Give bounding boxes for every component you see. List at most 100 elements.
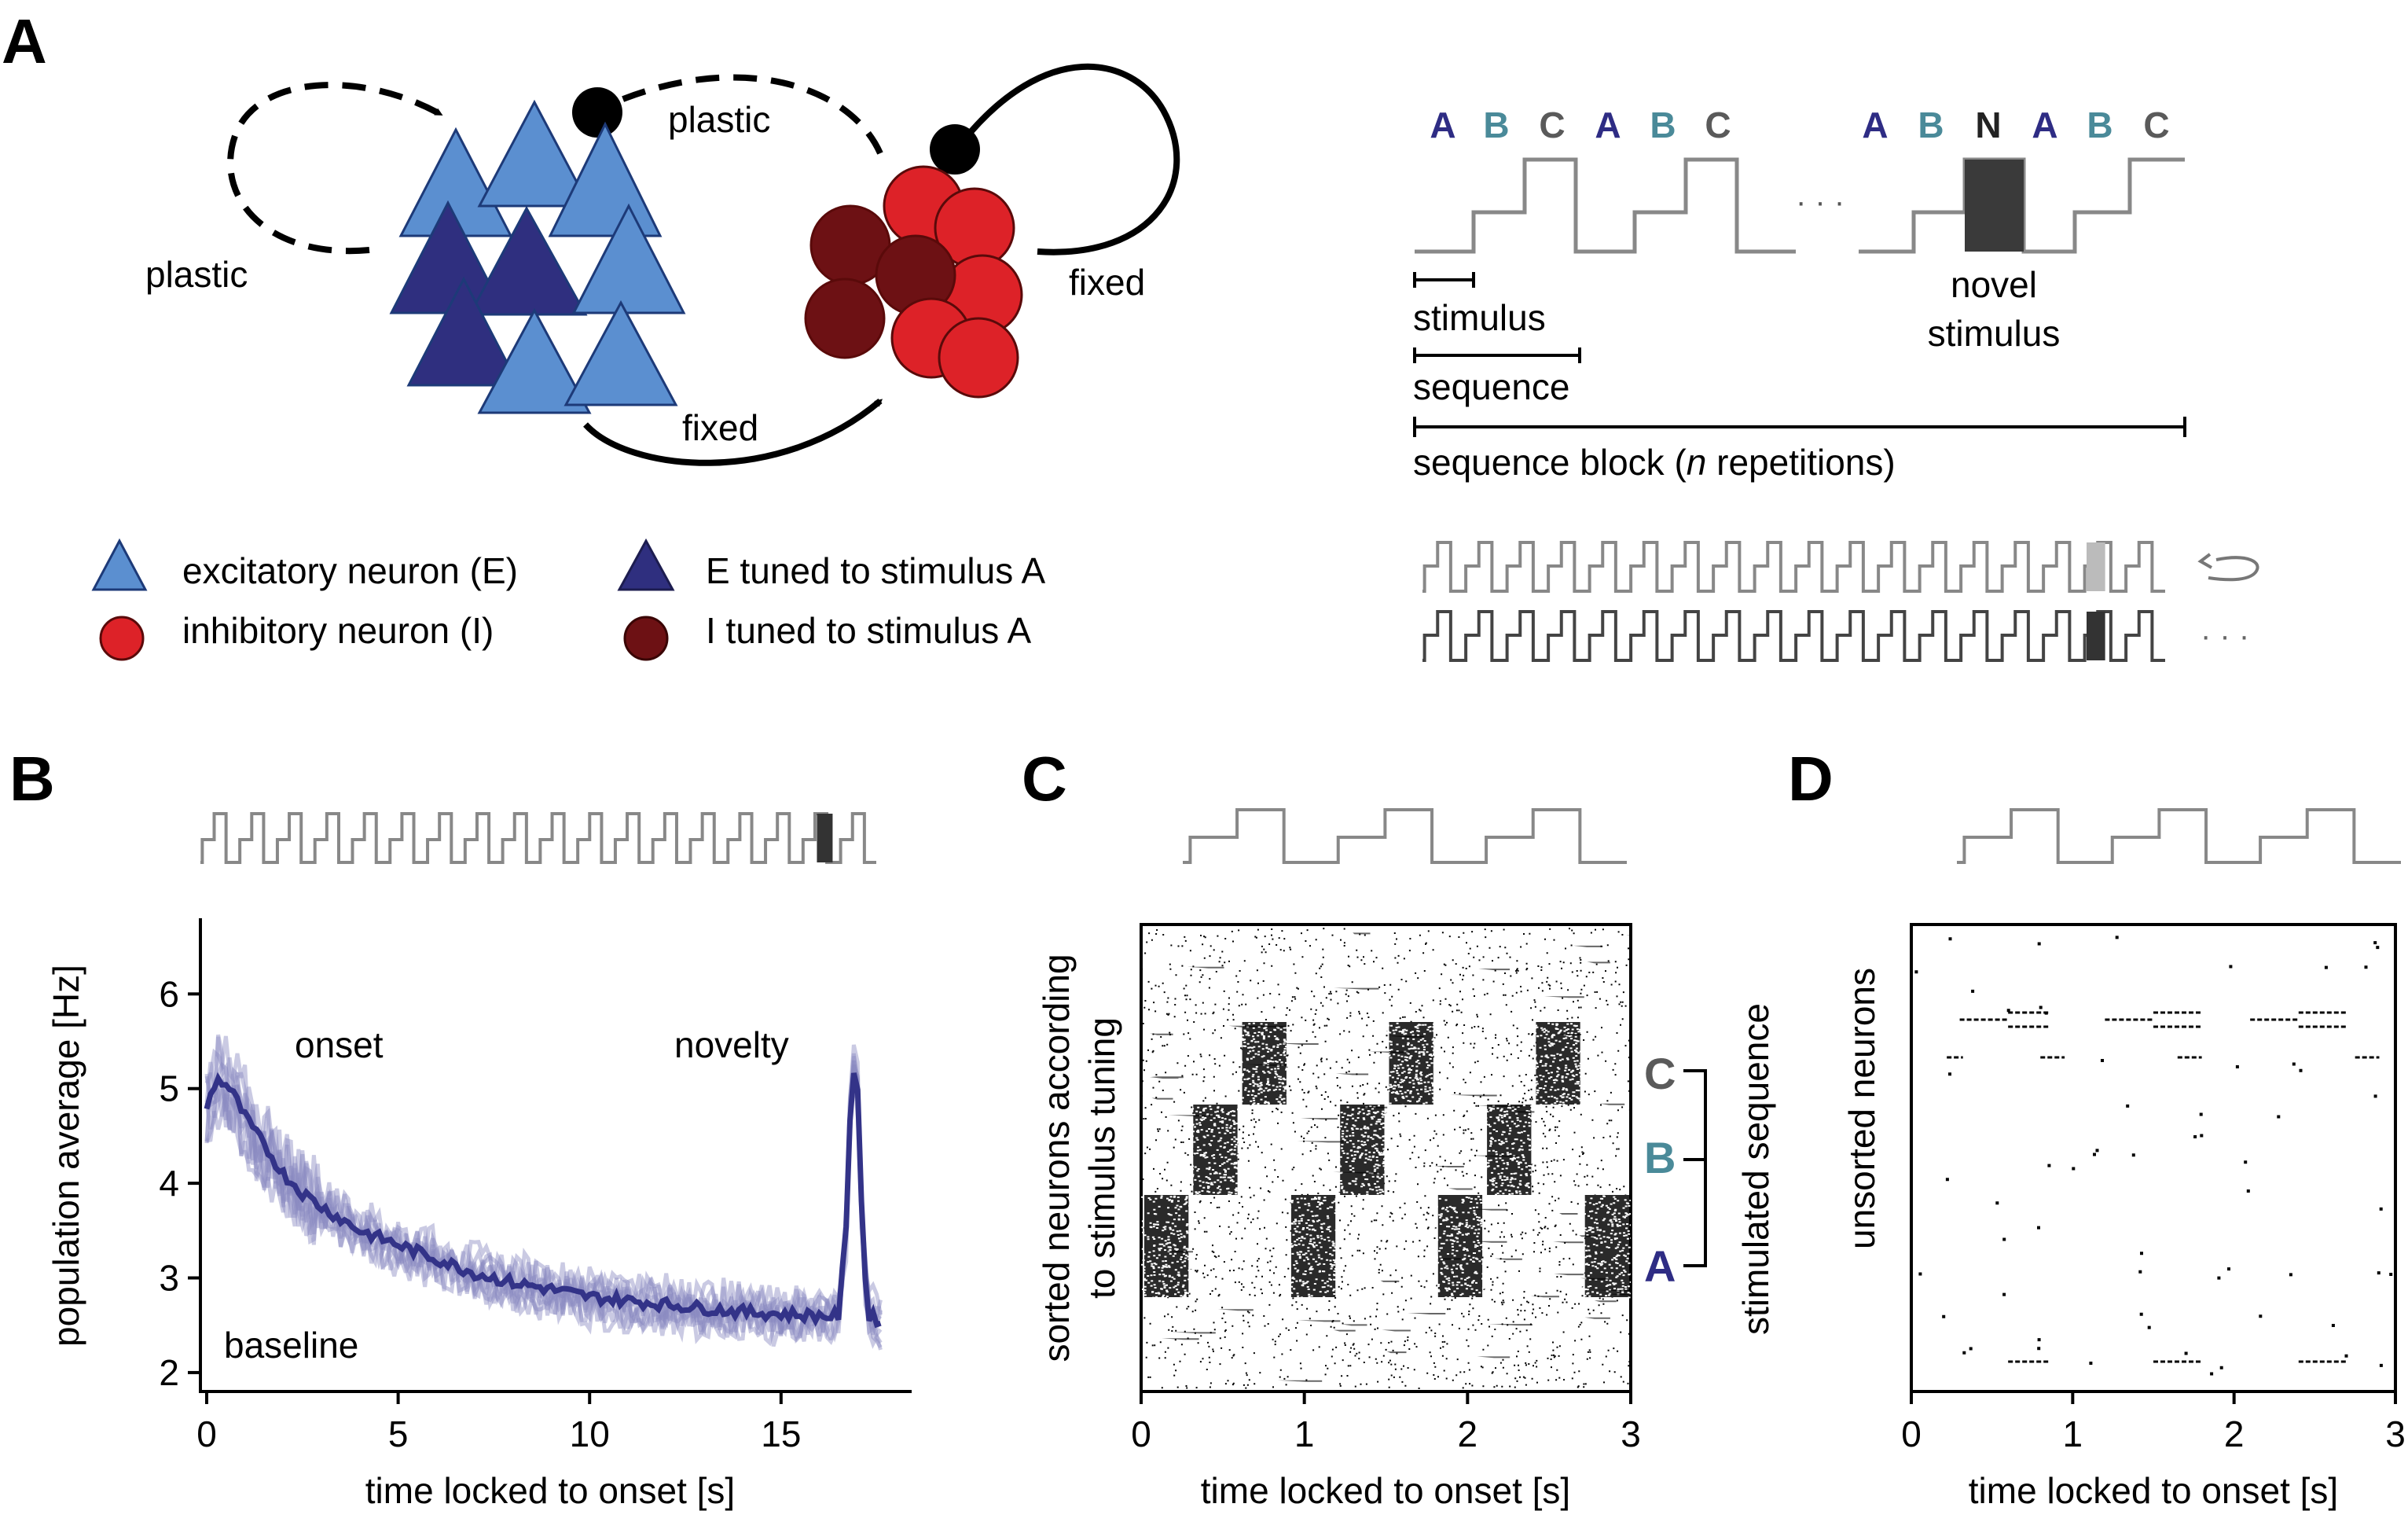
stimC-path <box>1183 808 1627 864</box>
protocol-letter: A <box>2032 105 2057 145</box>
c-raster-gaps <box>1533 1022 1584 1106</box>
c-background-spikes <box>1141 928 1631 1389</box>
b-ytick-label: 2 <box>159 1352 179 1393</box>
novel-label-line1: novel <box>1951 264 2037 305</box>
baseline-label: baseline <box>224 1325 358 1366</box>
excitatory-triangles <box>389 99 686 414</box>
panel-label-d: D <box>1788 744 1834 814</box>
protocol-letter: B <box>2087 105 2113 145</box>
protocol-letter: C <box>1539 105 1565 145</box>
b-mean-trace <box>204 1072 882 1329</box>
legend-inhibitory-label: inhibitory neuron (I) <box>182 610 494 651</box>
c-raster-gaps <box>1190 1105 1242 1197</box>
panel-b-novel-marker <box>817 814 833 862</box>
network-legend: excitatory neuron (E) E tuned to stimulu… <box>91 538 1045 661</box>
panel-label-b: B <box>9 744 55 814</box>
b-ytick-label: 6 <box>159 973 179 1014</box>
protocol-letter: B <box>1650 105 1676 145</box>
legend-i-tuned-label: I tuned to stimulus A <box>706 610 1032 651</box>
block-bracket <box>1413 417 2186 437</box>
xtick-label: 2 <box>2224 1414 2245 1454</box>
stimulus-bracket-label: stimulus <box>1413 297 1546 338</box>
legend-excitatory-label: excitatory neuron (E) <box>182 550 518 591</box>
c-raster-gaps <box>1141 1195 1193 1299</box>
c-raster-gaps <box>1337 1105 1389 1197</box>
protocol-step-trace <box>1415 157 1796 254</box>
c-raster-gaps <box>1288 1197 1339 1299</box>
panel-d-xlabel: time locked to onset [s] <box>1969 1470 2338 1511</box>
c-raster-gaps <box>1239 1022 1290 1105</box>
legend-e-tuned-icon <box>617 538 675 591</box>
panel-b-stimulus-trace <box>200 812 876 864</box>
fixed-e-to-i <box>583 398 883 466</box>
fixed-label-bottom: fixed <box>682 407 758 448</box>
stimulated-sequence-label: stimulated sequence <box>1735 1003 1776 1335</box>
panel-c-xticks: 0 1 2 3 <box>1131 1391 1641 1454</box>
repeat-trace-2-path <box>1422 610 2165 662</box>
panel-d-xticks: 0 1 2 3 <box>1901 1391 2406 1454</box>
sequence-bracket-c <box>1683 1069 1707 1267</box>
fixed-i-self-loop <box>960 63 1180 256</box>
panel-b-traces <box>204 1034 883 1351</box>
repeat-trace-1-path <box>1422 541 2165 593</box>
c-raster-block <box>1536 1022 1580 1105</box>
protocol-letter: C <box>2143 105 2169 145</box>
inhibitory-circles <box>804 165 1023 399</box>
panel-label-c: C <box>1022 744 1067 814</box>
inhibitory-synapse-e <box>572 87 622 138</box>
xtick-label: 3 <box>1621 1414 1641 1454</box>
protocol-ellipsis: · · · <box>1796 185 1845 219</box>
xtick-label: 3 <box>2385 1414 2406 1454</box>
c-raster-gaps <box>1386 1022 1437 1106</box>
onset-label: onset <box>295 1024 384 1065</box>
inhibitory-synapse-i <box>930 124 980 175</box>
panel-c-xlabel: time locked to onset [s] <box>1201 1470 1570 1511</box>
block-bracket-label: sequence block (n repetitions) <box>1413 442 1896 483</box>
repeat-trace-1 <box>1422 541 2165 593</box>
panel-c-raster <box>1141 928 1631 1389</box>
xtick-label: 1 <box>1294 1414 1315 1454</box>
seq-letter-b: B <box>1644 1133 1676 1182</box>
repeat-trace-2 <box>1422 610 2165 662</box>
c-raster-gaps <box>1581 1195 1631 1299</box>
c-raster-gaps <box>1484 1105 1536 1197</box>
sequence-bracket-label: sequence <box>1413 366 1570 407</box>
novelty-label: novelty <box>674 1024 789 1065</box>
b-trial-trace <box>204 1036 881 1340</box>
sequence-letters: C B A <box>1644 1049 1707 1291</box>
novel-label-line2: stimulus <box>1928 313 2061 354</box>
b-trial-trace <box>204 1064 883 1349</box>
protocol-letter: A <box>1862 105 1888 145</box>
b-xtick-label: 15 <box>761 1414 801 1454</box>
b-xtick-label: 10 <box>570 1414 610 1454</box>
protocol-letter: B <box>1483 105 1509 145</box>
novel-stimulus-block <box>1965 160 2024 252</box>
network-diagram: plastic plastic fixed fixed <box>145 63 1180 466</box>
plastic-label-top: plastic <box>668 99 770 140</box>
xtick-label: 0 <box>1901 1414 1922 1454</box>
c-raster-block <box>1144 1195 1189 1297</box>
protocol-letter: N <box>1975 105 2001 145</box>
b-ytick-label: 3 <box>159 1258 179 1299</box>
repeat-2-marker <box>2087 612 2105 660</box>
legend-e-tuned-label: E tuned to stimulus A <box>706 550 1045 591</box>
stimulus-bracket <box>1413 272 1475 288</box>
b-xtick-label: 0 <box>196 1414 217 1454</box>
panel-b-ylabel: population average [Hz] <box>46 965 86 1347</box>
plastic-i-to-e <box>596 74 883 155</box>
c-raster-block <box>1584 1195 1629 1297</box>
panel-label-a: A <box>2 6 47 76</box>
panel-b-xlabel: time locked to onset [s] <box>365 1470 735 1511</box>
xtick-label: 0 <box>1131 1414 1151 1454</box>
loop-back-icon <box>2208 556 2259 582</box>
panel-d-stimulus-trace <box>1957 808 2401 864</box>
repeat-1-marker <box>2087 542 2105 591</box>
panel-d-raster <box>1914 936 2393 1376</box>
b-ytick-label: 5 <box>159 1068 179 1109</box>
legend-inhibitory-icon <box>99 616 145 661</box>
xtick-label: 2 <box>1458 1414 1478 1454</box>
b-xtick-label: 5 <box>388 1414 409 1454</box>
legend-excitatory-icon <box>91 538 148 591</box>
